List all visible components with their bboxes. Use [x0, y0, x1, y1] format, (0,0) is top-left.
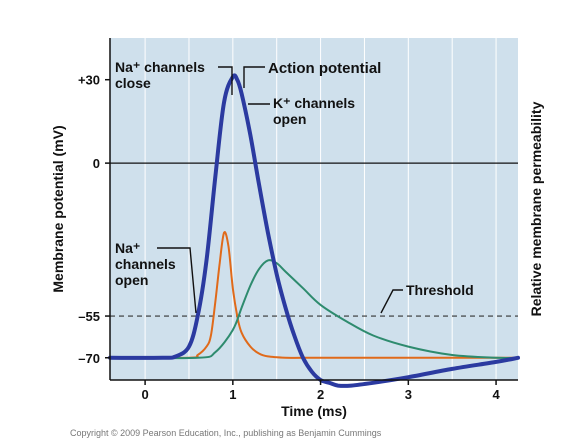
annotation-line: Na⁺ channels	[115, 59, 205, 75]
annotation-line: open	[115, 272, 148, 288]
x-tick-label: 1	[229, 387, 236, 402]
y-tick-label: +30	[78, 73, 100, 88]
x-tick-label: 2	[317, 387, 324, 402]
y-axis-title: Membrane potential (mV)	[50, 125, 66, 292]
annotation-line: close	[115, 75, 151, 91]
x-tick-label: 0	[141, 387, 148, 402]
annotation-line: K⁺ channels	[273, 95, 355, 111]
na-permeability-line	[109, 231, 519, 359]
annotation-line: channels	[115, 256, 176, 272]
y-tick-label: –70	[78, 351, 100, 366]
x-axis-title: Time (ms)	[281, 403, 347, 419]
annotation-leader	[157, 247, 197, 314]
right-axis-title: Relative membrane permeability	[528, 101, 544, 316]
plot-background	[110, 38, 518, 380]
annotation-leader	[218, 66, 233, 95]
x-tick-label: 4	[492, 387, 500, 402]
tick-labels: 0 1 2 3 4 +30 0 –55 –70	[78, 73, 501, 402]
annotation-line: open	[273, 111, 306, 127]
copyright-notice: Copyright © 2009 Pearson Education, Inc.…	[70, 428, 382, 438]
annotation-leader	[380, 289, 403, 314]
action-potential-line	[108, 73, 520, 388]
annotation-k_open: K⁺ channels open	[273, 95, 355, 127]
x-tick-label: 3	[405, 387, 412, 402]
series-group	[108, 73, 520, 388]
y-tick-label: –55	[78, 309, 100, 324]
k-permeability-line	[109, 259, 519, 360]
annotation-line: Threshold	[406, 282, 474, 298]
annotation-line: Na⁺	[115, 240, 140, 256]
reference-lines	[110, 162, 518, 317]
y-tick-label: 0	[93, 156, 100, 171]
annotation-na_open: Na⁺ channels open	[115, 240, 176, 288]
annotation-ap: Action potential	[268, 60, 381, 77]
annotation-leader	[243, 66, 265, 88]
annotation-line: Action potential	[268, 60, 381, 77]
annotation-na_close: Na⁺ channels close	[115, 59, 205, 91]
annotation-threshold: Threshold	[406, 282, 474, 298]
grid-lines	[144, 38, 497, 380]
axes	[105, 38, 518, 385]
